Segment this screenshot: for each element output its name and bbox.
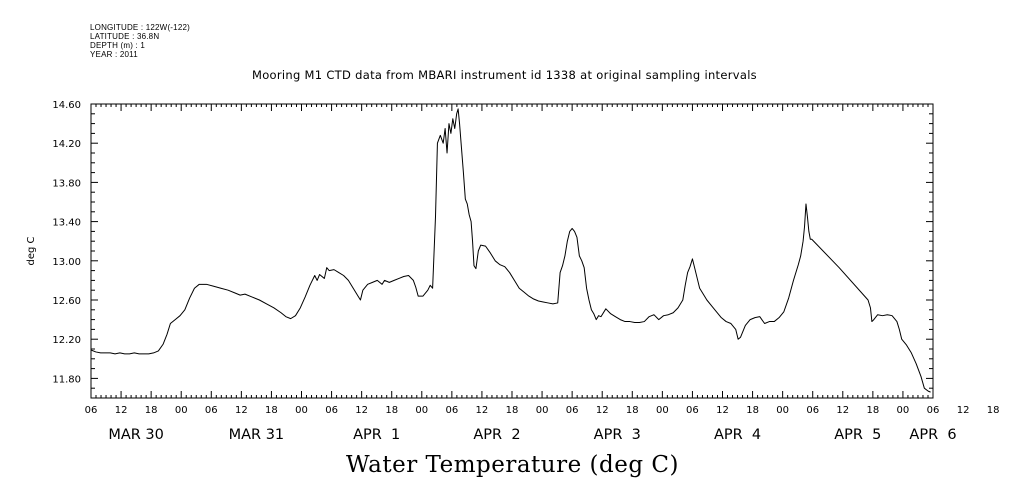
x-tick-label: 18 (626, 405, 639, 416)
y-tick-label: 12.20 (52, 335, 81, 346)
x-tick-label: 12 (957, 405, 970, 416)
x-tick-label: 18 (385, 405, 398, 416)
x-axis-label: Water Temperature (deg C) (346, 452, 679, 478)
x-day-label: APR 3 (594, 427, 641, 443)
x-tick-label: 06 (325, 405, 338, 416)
x-tick-label: 12 (115, 405, 128, 416)
temperature-series-line (90, 108, 931, 393)
latitude-label: LATITUDE : 36.8N (90, 32, 160, 41)
x-tick-label: 12 (355, 405, 368, 416)
x-tick-label: 06 (806, 405, 819, 416)
x-tick-label: 18 (506, 405, 519, 416)
y-tick-label: 12.60 (52, 296, 81, 307)
y-tick-label: 14.20 (52, 139, 81, 150)
plot-frame (90, 103, 934, 399)
depth-label: DEPTH (m) : 1 (90, 41, 146, 50)
y-tick-label: 14.60 (52, 100, 81, 111)
x-day-label: APR 5 (834, 427, 881, 443)
x-tick-label: 00 (536, 405, 549, 416)
x-tick-label: 18 (866, 405, 879, 416)
metadata-block: LONGITUDE : 122W(-122) LATITUDE : 36.8N … (90, 23, 190, 59)
x-tick-label: 00 (175, 405, 188, 416)
x-day-label: MAR 30 (108, 427, 164, 443)
x-tick-label: 12 (235, 405, 248, 416)
x-tick-label: 00 (897, 405, 910, 416)
x-tick-label: 06 (927, 405, 940, 416)
x-tick-label: 06 (686, 405, 699, 416)
x-tick-label: 18 (145, 405, 158, 416)
chart-title: Mooring M1 CTD data from MBARI instrumen… (252, 68, 757, 82)
x-day-label: MAR 31 (229, 427, 285, 443)
x-tick-label: 18 (987, 405, 1000, 416)
x-tick-label: 00 (656, 405, 669, 416)
y-tick-label: 13.80 (52, 178, 81, 189)
x-tick-label: 18 (265, 405, 278, 416)
x-tick-label: 12 (596, 405, 609, 416)
longitude-label: LONGITUDE : 122W(-122) (90, 23, 190, 32)
x-tick-label: 12 (836, 405, 849, 416)
x-tick-label: 06 (85, 405, 98, 416)
x-tick-label: 12 (476, 405, 489, 416)
y-axis-label: deg C (26, 236, 37, 265)
x-tick-label: 00 (295, 405, 308, 416)
x-tick-label: 12 (716, 405, 729, 416)
x-tick-label: 18 (746, 405, 759, 416)
x-day-label: APR 4 (714, 427, 761, 443)
y-tick-label: 13.40 (52, 218, 81, 229)
x-day-label: APR 6 (909, 427, 956, 443)
x-tick-label: 06 (205, 405, 218, 416)
x-day-label: APR 2 (473, 427, 520, 443)
x-tick-label: 06 (445, 405, 458, 416)
y-tick-label: 13.00 (52, 257, 81, 268)
x-day-label: APR 1 (353, 427, 400, 443)
x-tick-label: 00 (415, 405, 428, 416)
y-tick-label: 11.80 (52, 374, 81, 385)
year-label: YEAR : 2011 (90, 50, 138, 59)
x-tick-label: 06 (566, 405, 579, 416)
x-tick-label: 00 (776, 405, 789, 416)
